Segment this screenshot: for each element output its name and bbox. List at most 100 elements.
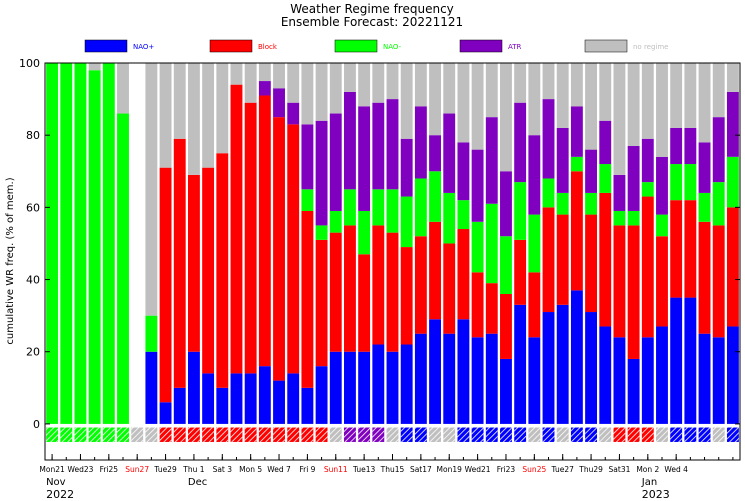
marker-hatch xyxy=(216,427,229,442)
marker-hatch xyxy=(656,427,668,442)
chart-subtitle: Ensemble Forecast: 20221121 xyxy=(281,15,463,29)
bar-segment-atr xyxy=(712,117,725,183)
chart-title: Weather Regime frequency xyxy=(290,2,454,16)
bar-segment-block xyxy=(698,221,711,334)
bar-segment-nao_plus xyxy=(244,373,257,424)
bar-segment-block xyxy=(244,102,257,374)
bar-segment-nao_minus xyxy=(329,210,342,233)
bar-segment-nao_minus xyxy=(684,164,697,201)
month-label: Jan xyxy=(641,477,657,488)
marker-hatch xyxy=(386,427,399,442)
x-tick-label: Thu 1 xyxy=(182,465,204,474)
bar-segment-no_regime xyxy=(471,63,484,150)
bar-segment-atr xyxy=(414,106,427,179)
bar-segment-block xyxy=(358,254,371,352)
marker-hatch xyxy=(315,427,328,442)
x-tick-label: Sun11 xyxy=(324,465,348,474)
bar-segment-nao_plus xyxy=(400,344,413,424)
bar-segment-atr xyxy=(400,138,413,197)
marker-hatch xyxy=(287,427,300,442)
legend-swatch-nao_minus xyxy=(334,39,378,53)
bar-segment-nao_plus xyxy=(613,337,626,424)
x-tick-label: Tue29 xyxy=(153,465,177,474)
bar-segment-atr xyxy=(570,106,583,157)
bar-segment-no_regime xyxy=(641,63,654,139)
marker-hatch xyxy=(329,427,342,442)
bar-segment-atr xyxy=(670,127,683,165)
bar-segment-nao_plus xyxy=(599,326,612,424)
bar-segment-atr xyxy=(329,113,342,211)
bar-segment-nao_minus xyxy=(457,200,470,230)
bar-segment-nao_plus xyxy=(627,358,640,424)
bar-segment-nao_minus xyxy=(117,113,129,424)
bar-segment-nao_plus xyxy=(414,333,427,424)
bar-segment-no_regime xyxy=(585,63,598,150)
marker-hatch xyxy=(627,427,640,442)
bar-segment-nao_minus xyxy=(613,210,626,226)
bar-segment-nao_minus xyxy=(102,63,115,424)
bar-segment-nao_plus xyxy=(301,387,314,424)
marker-hatch xyxy=(726,427,739,442)
marker-hatch xyxy=(102,427,115,442)
bar-segment-block xyxy=(230,84,243,374)
bar-segment-nao_plus xyxy=(187,351,200,424)
bar-segment-no_regime xyxy=(400,63,413,139)
bar-segment-atr xyxy=(613,174,626,211)
bar-segment-block xyxy=(471,272,484,338)
bar-segment-no_regime xyxy=(173,63,186,139)
bar-segment-nao_minus xyxy=(556,192,569,215)
y-tick-label: 20 xyxy=(26,346,40,359)
marker-hatch xyxy=(145,427,158,442)
bar-segment-nao_plus xyxy=(485,333,498,424)
marker-hatch xyxy=(712,427,725,442)
bar-segment-nao_minus xyxy=(712,182,725,226)
y-tick-label: 60 xyxy=(26,201,40,214)
x-tick-label: Mon 2 xyxy=(636,465,659,474)
bar-segment-nao_plus xyxy=(202,373,215,424)
y-tick-label: 100 xyxy=(19,57,40,70)
bar-segment-atr xyxy=(301,124,314,190)
bar-segment-nao_plus xyxy=(216,387,229,424)
bar-segment-nao_minus xyxy=(443,192,456,244)
bar-segment-block xyxy=(684,200,697,298)
bar-segment-no_regime xyxy=(230,63,243,85)
bar-segment-nao_minus xyxy=(570,156,583,172)
bar-segment-block xyxy=(173,138,186,388)
bar-segment-block xyxy=(159,167,172,403)
bar-segment-no_regime xyxy=(429,63,441,136)
bar-segment-no_regime xyxy=(698,63,711,143)
legend-label-atr: ATR xyxy=(508,43,522,51)
bar-segment-nao_minus xyxy=(88,70,101,424)
bar-segment-no_regime xyxy=(542,63,555,100)
marker-hatch xyxy=(131,427,144,442)
bar-segment-nao_minus xyxy=(485,203,498,284)
marker-hatch xyxy=(400,427,413,442)
bar-segment-atr xyxy=(641,138,654,183)
bar-segment-nao_plus xyxy=(500,358,512,424)
marker-hatch xyxy=(599,427,612,442)
bar-segment-block xyxy=(386,232,399,352)
marker-hatch xyxy=(500,427,512,442)
marker-hatch xyxy=(88,427,101,442)
bar-segment-nao_plus xyxy=(471,337,484,424)
marker-hatch xyxy=(641,427,654,442)
bar-segment-nao_minus xyxy=(386,189,399,233)
x-tick-label: Fri 9 xyxy=(299,465,315,474)
bar-segment-atr xyxy=(273,88,285,118)
bar-segment-block xyxy=(344,225,356,352)
marker-hatch xyxy=(344,427,356,442)
bar-segment-block xyxy=(641,196,654,338)
marker-hatch xyxy=(159,427,172,442)
bar-segment-nao_plus xyxy=(145,351,158,424)
y-axis-label: cumulative WR freq. (% of mem.) xyxy=(5,177,16,344)
bar-segment-atr xyxy=(485,117,498,204)
bar-segment-atr xyxy=(542,99,555,179)
x-tick-label: Fri25 xyxy=(100,465,119,474)
legend-swatch-atr xyxy=(459,39,503,53)
x-tick-label: Tue27 xyxy=(551,465,575,474)
bar-segment-no_regime xyxy=(528,63,541,136)
bar-segment-nao_minus xyxy=(656,214,668,237)
marker-hatch xyxy=(273,427,285,442)
bar-segment-block xyxy=(485,283,498,334)
legend-swatch-block xyxy=(209,39,253,53)
